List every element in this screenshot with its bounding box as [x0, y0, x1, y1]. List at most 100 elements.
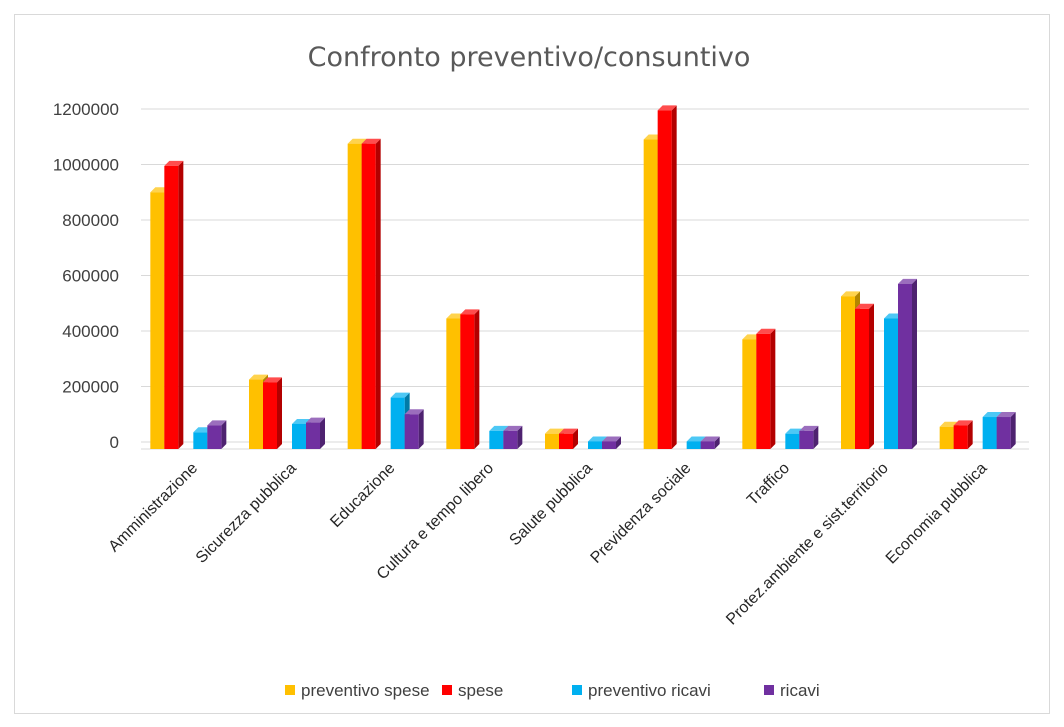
x-category-label: Salute pubblica [506, 460, 595, 549]
bar [799, 425, 819, 449]
bar-front [939, 426, 954, 449]
bar-front [292, 423, 306, 449]
bar-top [700, 436, 720, 442]
bar-front [855, 308, 869, 449]
x-category-label: Traffico [744, 460, 793, 509]
y-axis-ticks: 0 200000 400000 600000 800000 1000000 1200000 [53, 100, 119, 452]
bar-side [178, 160, 184, 449]
legend-swatch [285, 685, 295, 695]
bar-top [996, 412, 1016, 418]
bar-front [953, 425, 968, 449]
bar-side [616, 436, 621, 449]
bar-top [164, 160, 184, 166]
bar-top [404, 409, 424, 415]
bar-top [953, 420, 973, 426]
bar [657, 105, 677, 449]
bar [559, 428, 578, 449]
legend-item: spese [442, 681, 503, 700]
y-tick-label: 1000000 [53, 156, 119, 175]
bar [855, 303, 874, 449]
bar-side [474, 309, 480, 449]
bar-front [150, 192, 165, 449]
bar-top [306, 417, 325, 423]
legend-item: preventivo spese [285, 681, 430, 700]
bar-front [249, 379, 263, 449]
bar-top [756, 328, 776, 334]
bar-front [193, 432, 208, 449]
bar-front [361, 143, 376, 449]
legend: preventivo spese spese preventivo ricavi ri… [285, 681, 820, 700]
bar-side [869, 303, 874, 449]
bar [700, 436, 720, 449]
bar-side [320, 417, 325, 449]
x-category-label: Protez.ambiente e sist.territorio [723, 460, 892, 629]
bar-front [503, 430, 518, 449]
bar-front [657, 110, 672, 449]
bar-top [686, 436, 706, 442]
bar [898, 278, 917, 449]
bar-top [207, 420, 227, 426]
bar-front [390, 397, 405, 449]
bar-front [996, 417, 1011, 449]
bar-front [306, 422, 320, 449]
legend-label: preventivo spese [301, 681, 430, 700]
bar-side [517, 425, 523, 449]
legend-label: spese [458, 681, 503, 700]
bar-side [912, 278, 917, 449]
bar-top [898, 278, 917, 284]
bar [503, 425, 523, 449]
gridlines [141, 108, 1029, 450]
bar-top [602, 436, 621, 442]
bar [602, 436, 621, 449]
bar-front [559, 433, 573, 449]
x-category-label: Educazione [327, 460, 398, 531]
bar-front [404, 414, 419, 449]
bar-front [841, 296, 855, 449]
bar-front [446, 318, 461, 449]
bar-front [602, 441, 616, 449]
bar-front [347, 143, 362, 449]
y-tick-label: 400000 [62, 322, 119, 341]
bar-front [263, 382, 277, 449]
bar-front [982, 417, 997, 449]
bar-top [855, 303, 874, 309]
chart-frame: Confronto preventivo/consuntivo 0 200000 4… [14, 14, 1050, 714]
bars [150, 105, 1016, 449]
bar [361, 138, 381, 449]
bar-side [277, 377, 282, 449]
legend-swatch [572, 685, 582, 695]
bar-side [221, 420, 227, 449]
bar-front [545, 433, 559, 449]
x-category-label: Sicurezza pubblica [193, 460, 300, 567]
bar-front [686, 441, 701, 449]
x-category-label: Economia pubblica [883, 460, 991, 568]
bar [996, 412, 1016, 449]
bar-front [785, 433, 800, 449]
bar [404, 409, 424, 449]
chart-title: Confronto preventivo/consuntivo [308, 42, 751, 73]
y-tick-label: 0 [110, 433, 119, 452]
bar-top [982, 412, 1002, 418]
bar-side [967, 420, 973, 449]
bar-top [263, 377, 282, 383]
bar-side [418, 409, 424, 449]
bar-front [460, 314, 475, 449]
legend-item: ricavi [764, 681, 820, 700]
x-category-label: Previdenza sociale [588, 460, 695, 567]
x-category-label: Cultura e tempo libero [374, 460, 497, 583]
bar-front [643, 139, 658, 449]
y-tick-label: 200000 [62, 378, 119, 397]
bar-front [164, 165, 179, 449]
bar [953, 420, 973, 449]
bar-side [573, 428, 578, 449]
bar [164, 160, 184, 449]
bar [306, 417, 325, 449]
bar-side [671, 105, 677, 449]
chart-canvas: Confronto preventivo/consuntivo 0 200000 4… [53, 42, 1029, 700]
bar-top [545, 428, 564, 434]
legend-item: preventivo ricavi [572, 681, 711, 700]
legend-label: ricavi [780, 681, 820, 700]
bar-top [588, 436, 607, 442]
bar-front [742, 339, 757, 449]
bar-front [588, 441, 602, 449]
